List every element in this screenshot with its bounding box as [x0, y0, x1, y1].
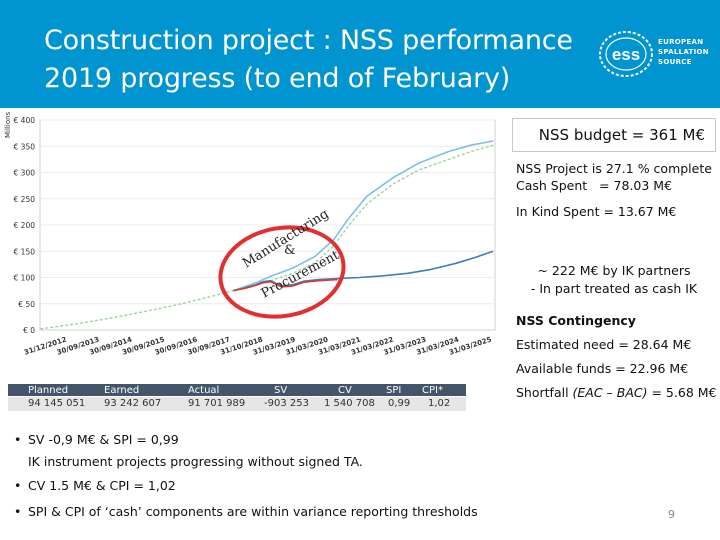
budget-box: NSS budget = 361 M€: [512, 118, 716, 152]
evm-table: Planned Earned Actual SV CV SPI CPI* 94 …: [8, 384, 466, 414]
value-sv: -903 253: [264, 398, 309, 409]
contingency-estimated-need: Estimated need = 28.64 M€: [516, 337, 692, 352]
evm-chart: € 0 € 50 € 100 € 150 € 200 € 250 € 300 € 350 € 4…: [4, 112, 496, 357]
header-spi: SPI: [386, 385, 402, 396]
bullet-dot: •: [14, 478, 22, 493]
value-earned: 93 242 607: [104, 398, 162, 409]
header-earned: Earned: [104, 385, 140, 396]
value-actual: 91 701 989: [188, 398, 246, 409]
y-tick-label: € 300: [14, 169, 36, 178]
header-actual: Actual: [188, 385, 220, 396]
y-tick-label: € 250: [14, 195, 36, 204]
ik-partners: ~ 222 M€ by IK partners - In part treate…: [512, 262, 716, 298]
y-tick-label: € 200: [14, 221, 36, 230]
bullet-cv-text: CV 1.5 M€ & CPI = 1,02: [28, 478, 176, 493]
header-planned: Planned: [28, 385, 69, 396]
page-title: Construction project : NSS performance 2…: [44, 22, 584, 98]
header-cpi: CPI*: [422, 385, 443, 396]
value-cv: 1 540 708: [324, 398, 375, 409]
bullet-sv-text: SV -0,9 M€ & SPI = 0,99: [28, 432, 179, 447]
ess-logo: ess EUROPEAN SPALLATION SOURCE: [596, 26, 709, 82]
value-cpi: 1,02: [428, 398, 451, 409]
series-line-planned: [40, 144, 494, 330]
shortfall-formula: (EAC – BAC): [572, 385, 648, 400]
series-line-actual: [233, 278, 338, 292]
y-tick-label: € 50: [18, 300, 35, 309]
ik-partners-line-2: - In part treated as cash IK: [530, 281, 698, 296]
header-sv: SV: [274, 385, 288, 396]
status-in-kind-spent: In Kind Spent = 13.67 M€: [516, 204, 677, 219]
y-tick-label: € 100: [14, 274, 36, 283]
status-cash-spent: Cash Spent = 78.03 M€: [516, 178, 673, 193]
shortfall-prefix: Shortfall: [516, 385, 573, 400]
y-tick-label: € 150: [14, 247, 36, 256]
bullet-dot: •: [14, 432, 22, 447]
bullet-ik-text: IK instrument projects progressing witho…: [28, 454, 363, 469]
ess-logo-icon: ess: [599, 31, 653, 77]
contingency-shortfall: Shortfall (EAC – BAC) = 5.68 M€: [516, 384, 716, 401]
y-tick-label: € 0: [23, 326, 35, 335]
ik-partners-line-1: ~ 222 M€ by IK partners: [537, 263, 691, 278]
annotation-line-2: &: [284, 243, 296, 258]
logo-org-text: EUROPEAN SPALLATION SOURCE: [658, 38, 709, 66]
header-cv: CV: [338, 385, 352, 396]
y-tick-label: € 350: [14, 142, 36, 151]
contingency-title: NSS Contingency: [516, 313, 636, 328]
logo-mark-text: ess: [612, 45, 640, 64]
evm-table-row: 94 145 051 93 242 607 91 701 989 -903 25…: [8, 397, 466, 411]
value-spi: 0,99: [388, 398, 411, 409]
bullet-thresholds-text: SPI & CPI of ‘cash’ components are withi…: [28, 504, 478, 519]
y-axis-label: Millions: [4, 112, 12, 138]
status-complete: NSS Project is 27.1 % complete: [516, 161, 712, 176]
annotation-ellipse: [218, 225, 346, 319]
title-line-2: 2019 progress (to end of February): [44, 63, 511, 94]
contingency-available-funds: Available funds = 22.96 M€: [516, 361, 689, 376]
header-bar: Construction project : NSS performance 2…: [0, 0, 720, 108]
evm-table-header: Planned Earned Actual SV CV SPI CPI*: [8, 384, 466, 396]
series-line-earned: [233, 250, 494, 292]
bullet-dot: •: [14, 504, 22, 519]
page-number: 9: [668, 508, 675, 521]
value-planned: 94 145 051: [28, 398, 86, 409]
series-line-baseline-upper-: [233, 140, 494, 292]
y-tick-label: € 400: [14, 116, 36, 125]
shortfall-suffix: = 5.68 M€: [647, 385, 717, 400]
title-line-1: Construction project : NSS performance: [44, 25, 573, 56]
